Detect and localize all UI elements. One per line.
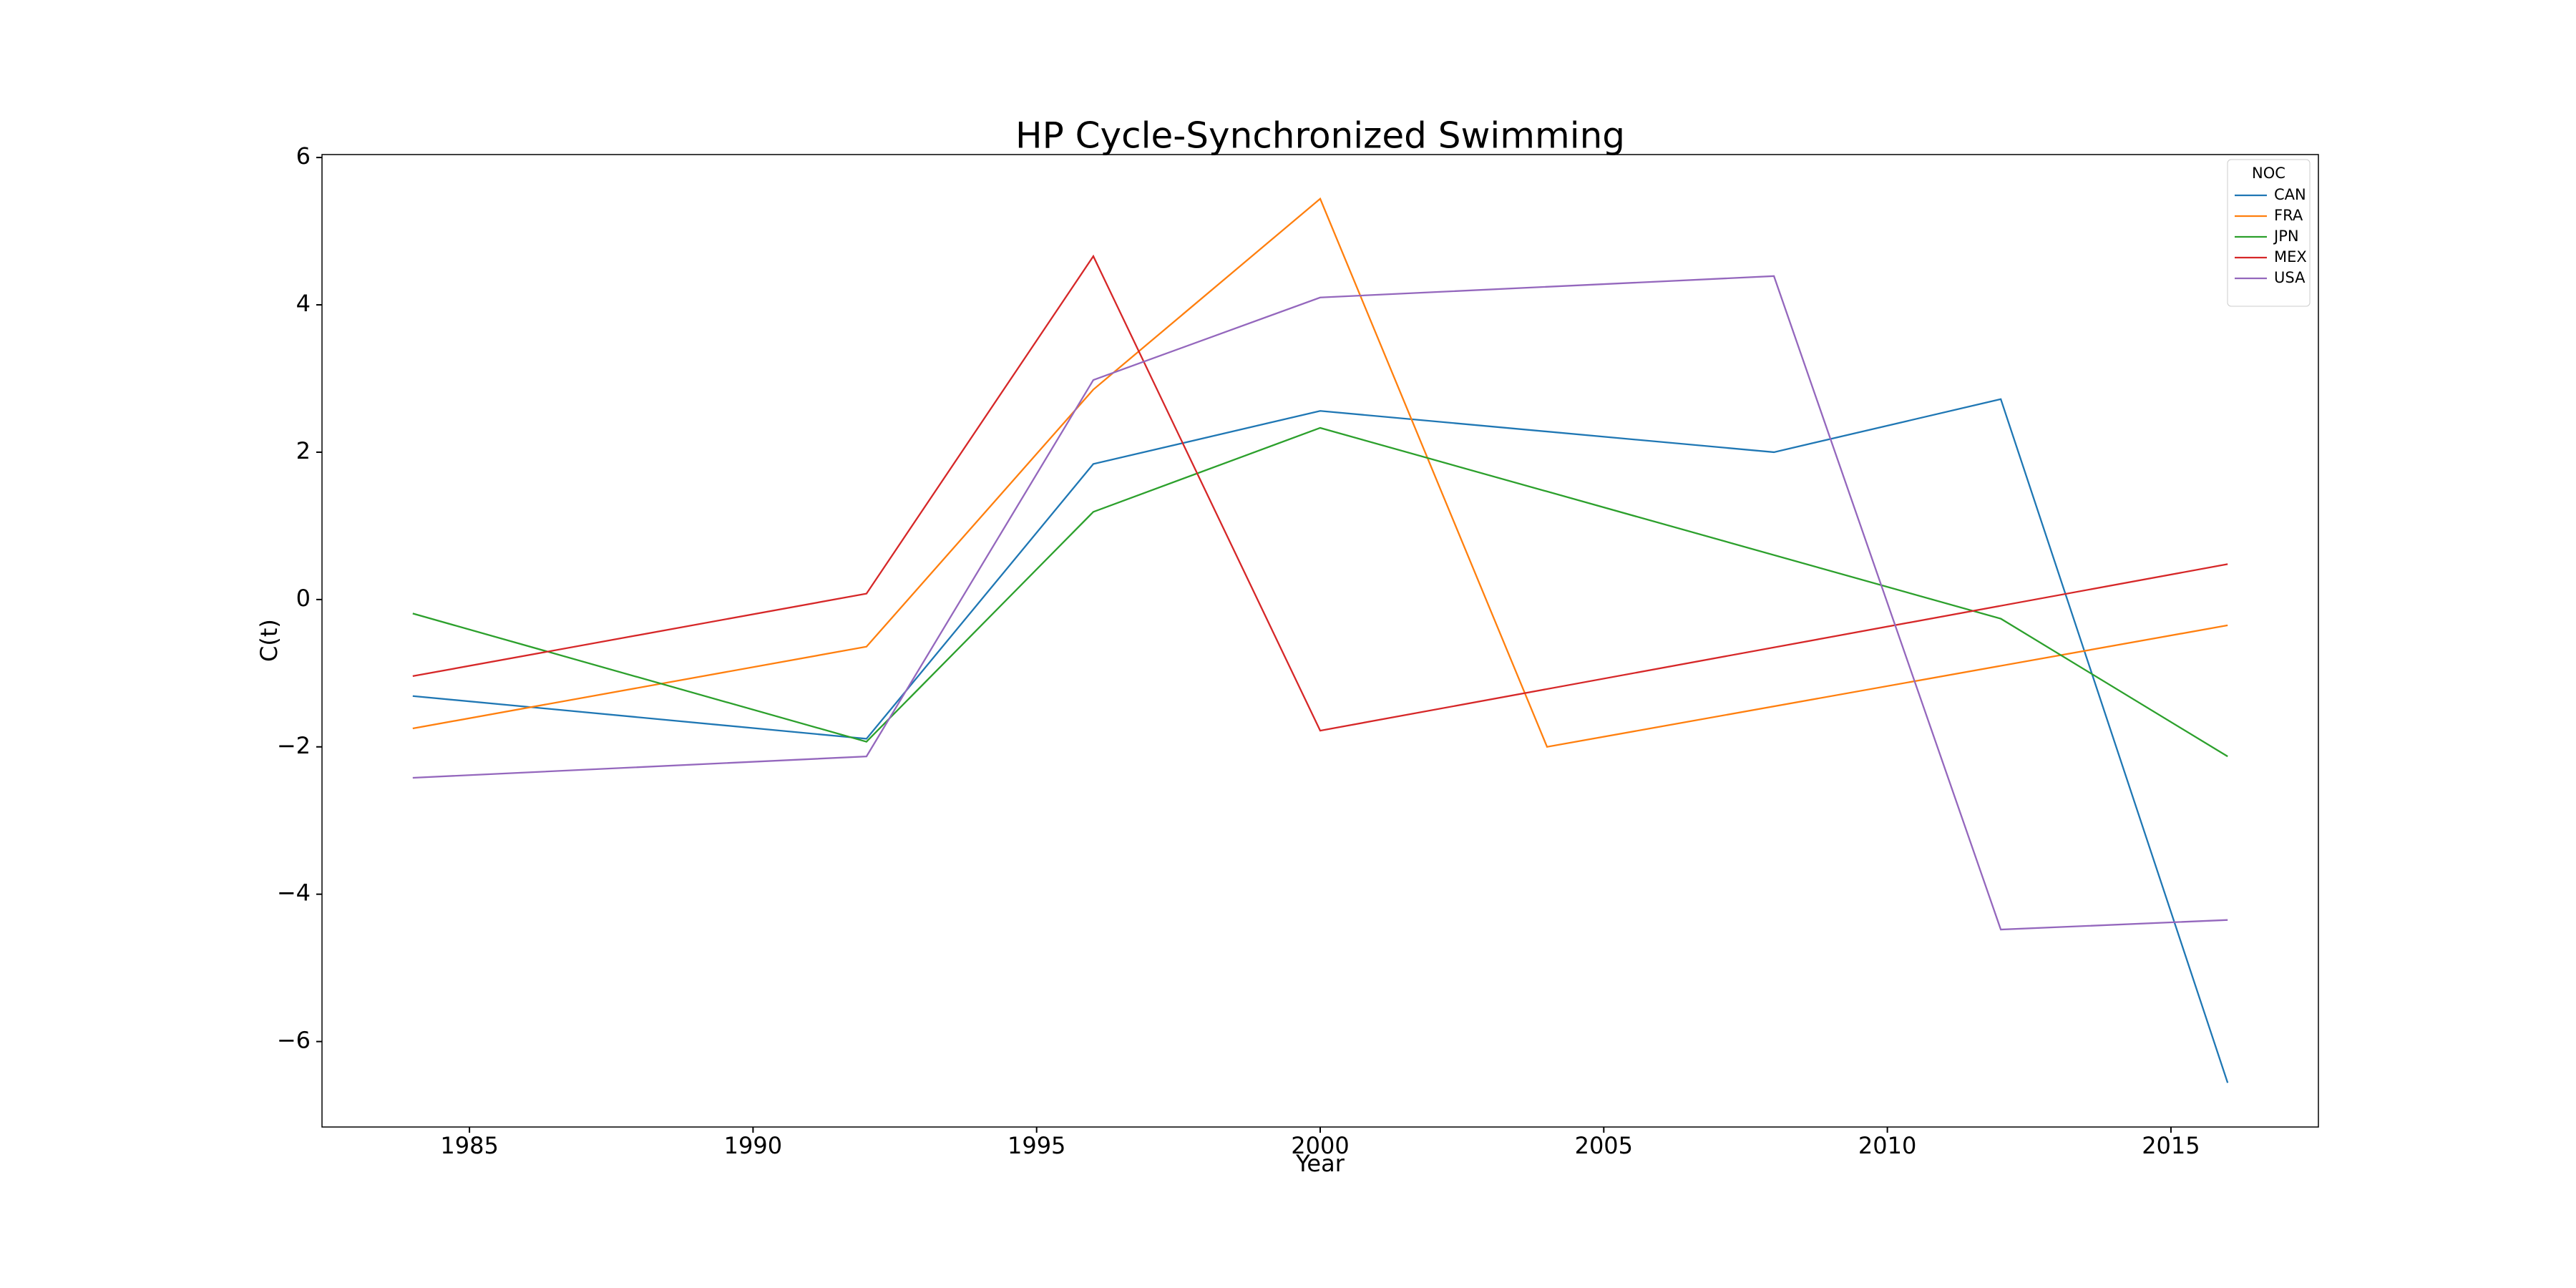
x-tick-label: 2015 (2142, 1132, 2200, 1159)
series-line (412, 275, 2228, 931)
chart-title: HP Cycle-Synchronized Swimming (1015, 115, 1625, 157)
y-tick-label: −6 (277, 1027, 311, 1054)
series-line (412, 398, 2229, 1083)
x-tick-label: 2000 (1291, 1132, 1349, 1159)
x-tick-label: 2005 (1575, 1132, 1633, 1159)
y-tick-label: 0 (296, 585, 311, 612)
y-tick-label: 2 (296, 437, 311, 464)
y-tick-label: −4 (277, 879, 311, 907)
y-axis-label: C(t) (255, 619, 283, 662)
y-tick-label: 6 (296, 142, 311, 170)
series-line (412, 254, 2228, 732)
legend-label: MEX (2274, 248, 2307, 265)
legend-box (2227, 159, 2311, 307)
x-tick-label: 2010 (1858, 1132, 1916, 1159)
legend-label: FRA (2274, 207, 2303, 224)
plot-frame (321, 154, 2319, 1128)
x-tick-label: 1985 (440, 1132, 498, 1159)
y-tick-label: −2 (277, 732, 311, 759)
legend: NOC CAN FRA JPN MEX USA (2227, 159, 2311, 307)
legend-title: NOC (2252, 165, 2285, 182)
series-line (412, 197, 2228, 748)
series-line (412, 426, 2228, 758)
x-tick-label: 1995 (1008, 1132, 1065, 1159)
x-axis-label: Year (1295, 1150, 1345, 1177)
legend-label: USA (2274, 269, 2306, 286)
x-tick-label: 1990 (724, 1132, 782, 1159)
legend-label: CAN (2274, 186, 2306, 203)
y-tick-label: 4 (296, 290, 311, 317)
legend-label: JPN (2273, 228, 2299, 245)
